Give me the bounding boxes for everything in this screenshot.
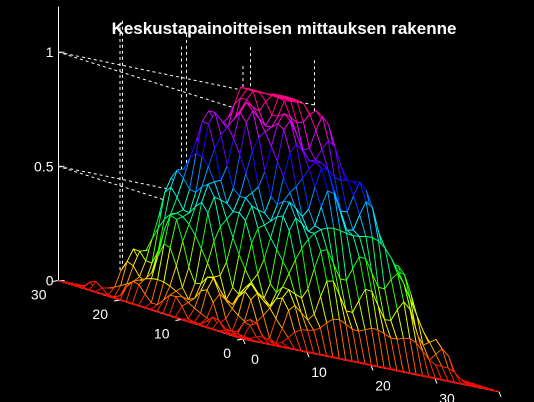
y-tick-mark <box>52 280 59 282</box>
y-tick-mark <box>113 299 121 302</box>
x-tick-mark <box>434 378 438 384</box>
y-tick-label: 10 <box>154 326 170 342</box>
mesh-cell <box>486 388 500 393</box>
tick-labels: 010203040010203000.51 <box>31 44 455 402</box>
z-tick-label: 1 <box>46 44 54 60</box>
z-tick-label: 0.5 <box>34 158 54 174</box>
y-tick-mark <box>236 338 244 341</box>
x-tick-label: 30 <box>439 391 455 402</box>
x-tick-label: 20 <box>375 377 391 393</box>
y-tick-label: 30 <box>31 287 47 303</box>
z-tick-label: 0 <box>46 273 54 289</box>
y-tick-mark <box>175 319 182 321</box>
x-tick-mark <box>498 391 502 397</box>
y-tick-label: 0 <box>223 345 231 361</box>
x-tick-mark <box>306 352 310 358</box>
chart-title: Keskustapainoitteisen mittauksen rakenne <box>112 19 457 38</box>
x-tick-label: 10 <box>311 364 327 380</box>
x-tick-mark <box>242 338 246 345</box>
y-tick-label: 20 <box>92 306 108 322</box>
x-tick-label: 0 <box>251 351 259 367</box>
surface-mesh <box>58 86 500 393</box>
wall-grid-line <box>58 51 244 112</box>
x-tick-mark <box>370 365 374 371</box>
